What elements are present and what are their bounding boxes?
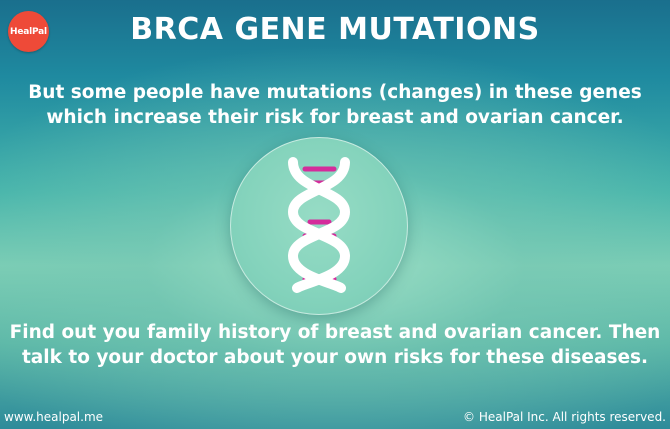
website-link[interactable]: www.healpal.me — [4, 410, 104, 424]
dna-illustration — [230, 137, 408, 315]
outro-text: Find out you family history of breast an… — [9, 322, 661, 368]
logo-text: HealPal — [10, 26, 47, 37]
dna-helix-icon — [287, 157, 351, 293]
intro-text: But some people have mutations (changes)… — [28, 82, 642, 128]
page-title: BRCA GENE MUTATIONS — [130, 12, 540, 47]
helix-strand-right — [287, 157, 351, 293]
healpal-logo: HealPal — [8, 11, 49, 52]
copyright-text: © HealPal Inc. All rights reserved. — [463, 410, 666, 424]
